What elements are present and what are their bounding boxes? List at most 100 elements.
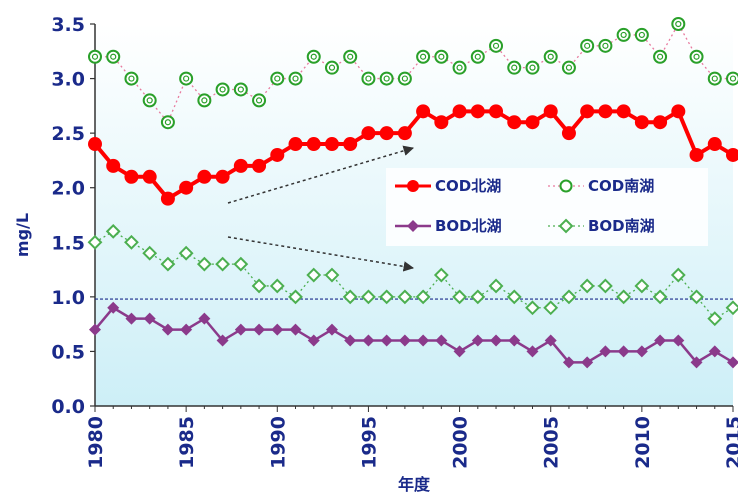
data-point [215,169,230,184]
data-point-center [711,75,718,82]
x-tick-label: 2005 [541,416,563,469]
data-point [124,234,139,250]
data-point [107,301,120,314]
data-point [142,245,158,261]
data-point [543,49,558,64]
data-point-center [438,53,445,60]
data-point [689,49,704,64]
data-point [634,115,649,130]
data-point [434,115,449,130]
data-point [416,49,431,64]
data-point [489,104,504,119]
x-tick-label: 1985 [176,416,198,469]
data-point [88,49,102,64]
data-point [307,334,320,347]
data-point [106,49,121,64]
legend-swatch-marker [407,180,419,192]
data-point [634,27,649,42]
legend-background [386,168,708,246]
y-axis: 0.0 0.5 1.0 1.5 2.0 2.5 3.0 3.5 [51,14,96,418]
data-point [397,71,412,86]
data-point [251,278,267,294]
data-point [452,289,467,305]
data-point [215,82,230,97]
data-point [270,147,285,162]
data-point [597,278,613,294]
data-point [653,115,668,130]
legend-label: COD南湖 [588,177,654,195]
data-point-center [255,97,263,104]
series-line [95,22,733,124]
legend-label: COD北湖 [435,177,501,195]
data-point [379,126,394,141]
data-point [579,278,595,294]
data-point [471,334,484,347]
data-point [653,49,668,64]
data-point [361,71,376,86]
data-point-center [729,75,737,82]
data-point [233,158,248,173]
data-point [361,289,376,305]
legend-swatch-marker [407,220,419,232]
data-point [634,278,650,294]
data-point [635,345,648,358]
data-point [598,38,613,53]
legend-label: BOD北湖 [435,217,502,235]
data-point [525,300,540,316]
data-point [708,345,721,358]
data-point [142,93,157,108]
x-tick-label: 2010 [632,416,654,469]
data-point-center [511,64,518,71]
data-point-center [365,75,372,82]
data-point [234,323,247,336]
data-point-center [219,86,226,93]
data-point [180,323,193,336]
y-tick-label: 3.0 [51,69,85,91]
data-point [707,137,722,152]
legend-item: BOD南湖 [548,217,655,235]
data-point-center [383,75,390,82]
data-point [507,60,522,75]
data-point [106,158,121,173]
data-point [470,104,485,119]
data-point [525,60,540,75]
data-point [652,289,668,305]
trend-arrow-upper [227,145,415,204]
data-point [379,289,395,305]
series-3 [89,301,738,369]
data-point [671,104,686,119]
data-point-center [474,53,481,60]
y-tick-label: 1.5 [51,232,85,254]
data-point [726,71,738,86]
data-point [543,104,558,119]
data-point [433,267,449,283]
data-point [143,312,156,325]
data-point [324,137,339,152]
data-point [160,115,175,130]
data-point [726,147,738,162]
data-point [105,223,121,239]
data-point [707,311,723,327]
data-point [142,169,157,184]
data-point-center [602,42,609,49]
data-point [179,180,194,195]
data-point [270,71,285,86]
data-point [617,345,630,358]
data-point-center [401,75,408,82]
data-point [215,256,231,272]
data-point [380,334,393,347]
series-1 [88,104,738,206]
data-point [616,289,632,305]
data-point [325,323,338,336]
data-point [233,256,249,272]
data-point [526,345,539,358]
trend-arrow-lower [227,236,415,272]
data-point [398,334,411,347]
data-point [689,147,704,162]
data-point [271,323,284,336]
data-point-center [183,75,190,82]
x-tick-label: 2000 [450,416,472,469]
data-point-center [328,64,336,71]
data-point [453,345,466,358]
x-tick-label: 1995 [358,416,380,469]
